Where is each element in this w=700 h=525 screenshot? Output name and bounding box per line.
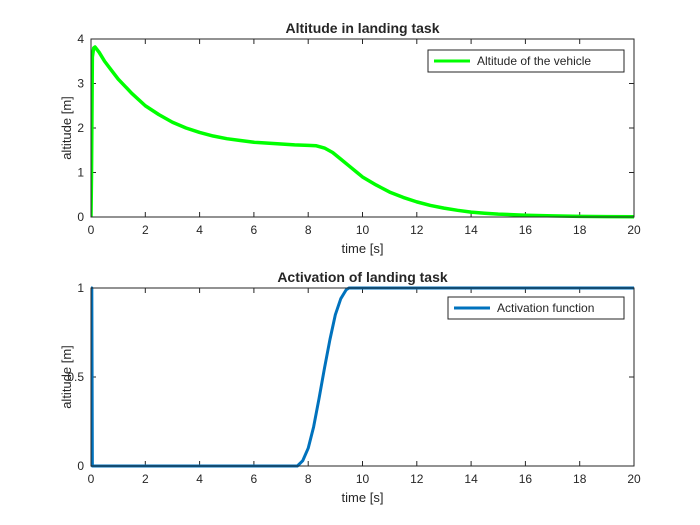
x-tick-label: 12 [410,223,424,237]
legend-box [427,49,625,73]
y-axis-label: altitude [m] [59,96,74,160]
x-tick-label: 16 [519,472,533,486]
x-tick-label: 14 [464,472,478,486]
x-tick-label: 20 [627,472,641,486]
series-line-1 [91,45,634,219]
axes-box [90,287,635,467]
legend: Altitude of the vehicle [427,49,625,73]
chart-title: Activation of landing task [277,269,448,285]
x-tick-label: 10 [356,223,370,237]
x-tick-label: 10 [356,472,370,486]
y-tick-label: 3 [77,77,84,91]
legend-entry: Activation function [497,301,594,315]
x-tick-label: 6 [251,472,258,486]
y-tick-label: 1 [77,166,84,180]
x-tick-label: 18 [573,472,587,486]
chart-title: Altitude in landing task [285,20,439,36]
y-axis-label: altitude [m] [59,345,74,409]
legend-entry: Altitude of the vehicle [477,54,591,68]
x-tick-label: 4 [196,472,203,486]
series-line-1 [91,286,634,468]
y-tick-label: 0 [77,459,84,473]
x-tick-label: 2 [142,472,149,486]
x-tick-label: 6 [251,223,258,237]
y-tick-label: 1 [77,281,84,295]
y-tick-label: 4 [77,32,84,46]
x-tick-label: 20 [627,223,641,237]
x-tick-label: 0 [88,223,95,237]
x-tick-label: 8 [305,223,312,237]
legend-box [447,296,625,320]
x-tick-label: 0 [88,472,95,486]
y-tick-label: 2 [77,121,84,135]
x-axis-label: time [s] [342,490,384,505]
legend: Activation function [447,296,625,320]
x-tick-label: 16 [519,223,533,237]
x-tick-label: 8 [305,472,312,486]
axes-box [90,38,635,218]
x-axis-label: time [s] [342,241,384,256]
y-tick-label: 0 [77,210,84,224]
x-tick-label: 4 [196,223,203,237]
y-tick-label: 0.5 [67,370,84,384]
x-tick-label: 14 [464,223,478,237]
x-tick-label: 2 [142,223,149,237]
x-tick-label: 12 [410,472,424,486]
x-tick-label: 18 [573,223,587,237]
